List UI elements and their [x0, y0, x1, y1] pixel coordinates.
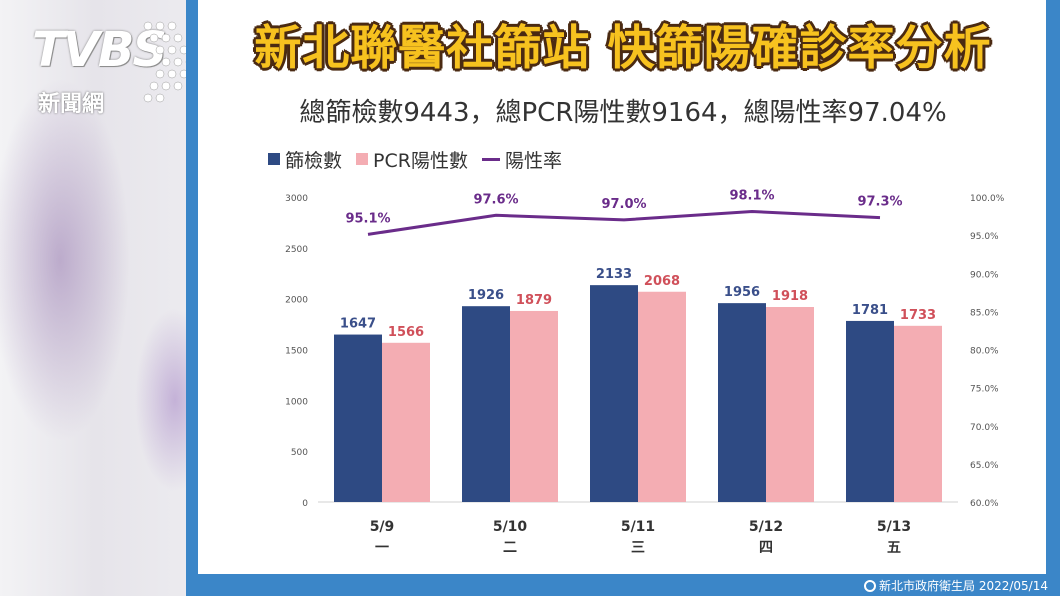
bar-pcr-positive [638, 291, 686, 502]
bar-screened [846, 320, 894, 502]
y2-tick-label: 70.0% [970, 423, 999, 433]
legend-swatch-pcr [356, 153, 369, 165]
x-weekday-label: 一 [375, 540, 389, 556]
bar-pcr-positive [766, 307, 814, 502]
x-tick-label: 5/13 [877, 519, 911, 535]
bar-screened [462, 306, 510, 502]
data-label-screened: 1956 [724, 285, 760, 300]
health-bureau-icon [864, 579, 877, 592]
chart-legend: 篩檢數 PCR陽性數 陽性率 [268, 146, 576, 172]
x-tick-label: 5/10 [493, 519, 528, 535]
y2-tick-label: 90.0% [970, 270, 999, 280]
bar-screened [334, 334, 382, 502]
x-weekday-label: 二 [503, 540, 517, 556]
combo-chart: 0 500 1000 1500 2000 2500 3000 60.0% 65.0% 70.0% 7… [285, 188, 1005, 556]
x-tick-label: 5/12 [749, 519, 783, 535]
y2-tick-label: 80.0% [970, 347, 999, 357]
rate-line [367, 209, 881, 236]
data-label-screened: 1926 [468, 288, 504, 303]
data-label-screened: 2133 [596, 267, 632, 282]
y-tick-label: 1500 [285, 347, 308, 357]
logo-brand: TVBS [32, 22, 167, 78]
x-weekday-label: 五 [887, 540, 901, 556]
x-tick-label: 5/11 [621, 519, 655, 535]
data-label-rate: 97.0% [601, 197, 646, 212]
legend-line-rate [481, 157, 500, 161]
data-label-rate: 97.3% [857, 195, 902, 210]
legend-item-pcr: PCR陽性數 [356, 146, 468, 173]
y-tick-label: 2000 [285, 296, 308, 306]
y-tick-label: 2500 [285, 245, 308, 255]
source-text: 新北市政府衛生局 2022/05/14 [879, 579, 1048, 593]
bar-screened [718, 303, 766, 502]
data-label-pcr: 1566 [388, 325, 424, 340]
bar-screened [590, 285, 638, 502]
data-label-pcr: 1879 [516, 293, 552, 308]
y2-tick-label: 65.0% [970, 461, 999, 471]
page-title: 新北聯醫社篩站 快篩陽確診率分析 [254, 21, 992, 76]
y2-tick-label: 95.0% [970, 232, 999, 242]
source-footer: 新北市政府衛生局 2022/05/14 [864, 577, 1048, 594]
legend-item-rate: 陽性率 [481, 146, 562, 173]
logo-sub: 新聞網 [38, 92, 105, 117]
data-label-rate: 98.1% [729, 188, 774, 203]
x-tick-label: 5/9 [370, 519, 395, 535]
data-label-rate: 95.1% [345, 211, 390, 226]
y-tick-label: 500 [291, 448, 308, 458]
y2-tick-label: 100.0% [970, 194, 1005, 204]
legend-swatch-screened [268, 153, 280, 165]
bar-pcr-positive [510, 310, 558, 502]
y-tick-label: 0 [302, 499, 308, 509]
legend-item-screened: 篩檢數 [268, 146, 342, 173]
bar-pcr-positive [894, 325, 942, 502]
data-label-screened: 1647 [340, 317, 376, 332]
chart-subtitle: 總篩檢數9443，總PCR陽性數9164，總陽性率97.04% [299, 98, 947, 128]
data-label-pcr: 2068 [644, 274, 680, 289]
y2-tick-label: 85.0% [970, 308, 999, 318]
y-tick-label: 1000 [285, 397, 308, 407]
y-tick-label: 3000 [285, 194, 308, 204]
x-weekday-label: 四 [759, 540, 773, 556]
data-label-screened: 1781 [852, 303, 888, 318]
data-label-pcr: 1733 [900, 308, 936, 323]
logo-dots-icon [143, 21, 195, 103]
data-label-pcr: 1918 [772, 289, 808, 304]
y2-tick-label: 75.0% [970, 385, 999, 395]
bar-pcr-positive [382, 342, 430, 502]
x-weekday-label: 三 [631, 540, 645, 556]
data-label-rate: 97.6% [473, 192, 518, 207]
y2-tick-label: 60.0% [970, 499, 999, 509]
legend-label-screened: 篩檢數 [285, 149, 343, 172]
legend-label-rate: 陽性率 [504, 149, 562, 172]
legend-label-pcr: PCR陽性數 [373, 149, 468, 172]
